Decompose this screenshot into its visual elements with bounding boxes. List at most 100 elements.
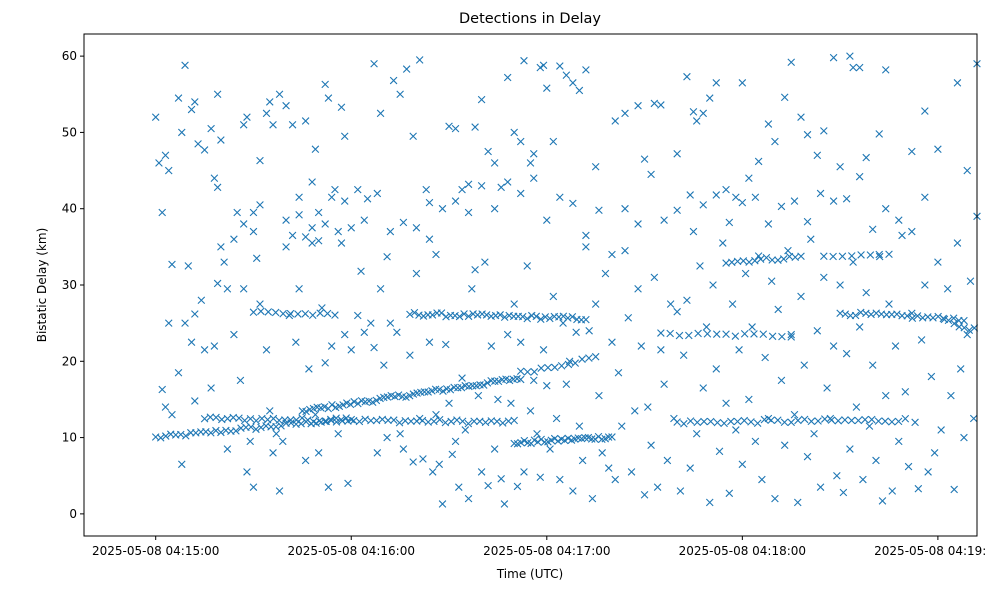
data-point [780,441,789,450]
data-point [487,342,496,350]
data-point [212,426,220,435]
data-point [866,251,875,259]
data-point [412,223,421,232]
data-point [921,107,929,115]
data-point [384,416,392,425]
data-point [230,330,238,339]
data-point [924,468,932,476]
data-point [181,319,189,327]
data-point [479,381,488,389]
data-point [762,253,771,262]
data-point [816,189,825,198]
data-point [908,147,916,156]
data-point [282,243,290,251]
data-point [210,342,219,350]
data-point [503,178,512,186]
data-point [634,285,642,293]
data-point [478,310,486,318]
data-point [608,250,616,259]
data-point [559,312,568,321]
data-point [305,365,313,373]
data-point [904,462,913,471]
data-point [745,258,753,266]
data-point [458,417,467,426]
data-point [966,277,975,285]
data-point [471,123,479,131]
data-point [458,374,466,382]
data-point [764,120,773,128]
data-point [510,439,518,448]
data-point [582,243,590,251]
data-point [308,223,316,232]
data-point [505,311,513,320]
data-point [956,365,965,373]
data-point [779,255,788,263]
data-point [249,483,258,491]
data-point [585,354,593,362]
data-point [498,419,507,427]
data-point [660,380,668,388]
data-point [477,468,486,476]
data-point [666,329,674,338]
data-point [881,391,890,400]
data-point [212,413,220,422]
data-point [437,309,446,317]
data-point [516,375,525,384]
data-point [536,315,545,323]
data-point [953,239,962,247]
data-point [282,101,290,110]
data-point [435,415,444,424]
data-point [210,174,219,182]
data-point [556,475,564,484]
data-point [797,113,805,121]
data-point [334,227,343,236]
data-point [784,246,792,255]
data-point [258,414,266,423]
x-tick-label: 2025-05-08 04:19:00 [874,544,987,558]
data-point [503,73,512,82]
data-point [308,311,317,319]
data-point [301,309,310,318]
data-point [249,227,258,236]
data-point [395,418,404,427]
data-point [861,415,869,424]
data-point [722,399,730,408]
data-point [217,428,225,437]
data-point [829,197,838,205]
data-point [859,475,867,484]
data-point [194,140,202,148]
data-point [181,61,189,70]
data-point [457,383,466,392]
data-point [572,328,580,337]
data-point [390,416,398,424]
data-point [353,311,362,320]
data-point [732,193,740,202]
data-point [432,250,440,259]
data-point [301,456,310,465]
data-point [820,273,828,282]
data-point [709,281,717,289]
data-point [252,425,260,434]
data-point [867,415,876,424]
data-point [372,396,381,405]
data-point [415,56,424,64]
data-point [705,94,714,102]
data-point [252,254,261,263]
data-point [339,401,347,409]
data-point [702,323,711,331]
data-point [713,418,722,427]
data-point [191,310,199,318]
data-point [947,391,955,400]
data-point [533,429,541,438]
data-point [445,122,453,131]
data-point [608,433,616,441]
data-point [249,308,258,317]
data-point [595,391,603,400]
data-point [292,416,301,424]
data-point [386,319,395,327]
data-point [794,416,802,425]
data-point [269,414,278,423]
data-point [647,170,655,179]
data-point [855,172,864,181]
data-point [497,474,505,483]
